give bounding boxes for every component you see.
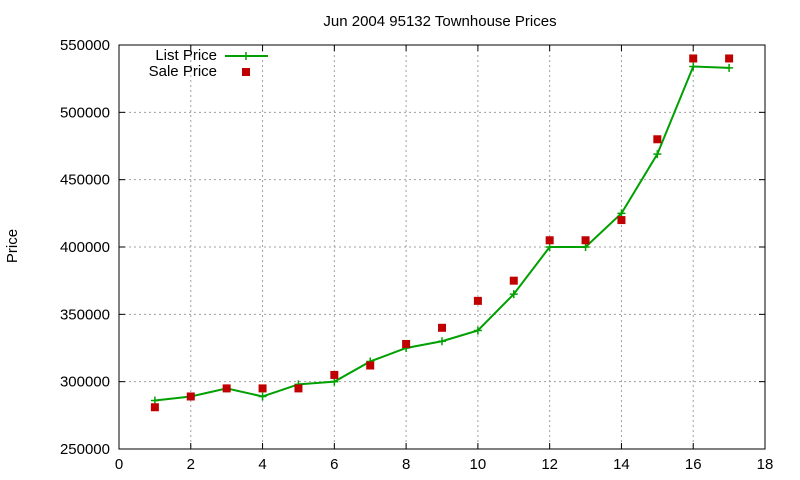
sale-price-point: [330, 371, 338, 379]
sale-price-point: [366, 362, 374, 370]
sale-price-point: [582, 236, 590, 244]
sale-price-point: [402, 340, 410, 348]
list-price-point: [725, 64, 733, 72]
legend-list-price-label: List Price: [155, 47, 217, 64]
axis-ticks: 0 2 4 6 8 10 12 14 16 18 250000 300000 350000 400000 4…: [60, 37, 773, 473]
y-tick-label: 550000: [60, 37, 110, 54]
x-tick-label: 0: [115, 456, 123, 473]
sale-price-point: [474, 297, 482, 305]
x-tick-label: 4: [258, 456, 266, 473]
sale-price-point: [259, 384, 267, 392]
legend-list-price-marker: [242, 52, 250, 60]
x-tick-label: 12: [541, 456, 558, 473]
x-tick-label: 2: [187, 456, 195, 473]
sale-price-point: [653, 135, 661, 143]
chart-title: Jun 2004 95132 Townhouse Prices: [323, 13, 556, 30]
sale-price-point: [294, 384, 302, 392]
sale-price-point: [546, 236, 554, 244]
y-tick-label: 450000: [60, 172, 110, 189]
x-tick-label: 18: [757, 456, 774, 473]
legend: List Price Sale Price: [149, 47, 268, 80]
y-axis-label: Price: [4, 229, 21, 263]
y-tick-label: 500000: [60, 104, 110, 121]
sale-price-point: [151, 403, 159, 411]
list-price-line: [155, 67, 729, 401]
x-tick-label: 10: [470, 456, 487, 473]
x-tick-label: 6: [330, 456, 338, 473]
list-price-point: [689, 63, 697, 71]
sale-price-point: [725, 54, 733, 62]
sale-price-point: [223, 384, 231, 392]
sale-price-point: [617, 216, 625, 224]
grid: [119, 45, 765, 449]
y-tick-label: 350000: [60, 306, 110, 323]
sale-price-point: [187, 392, 195, 400]
list-price-point: [259, 392, 267, 400]
sale-price-point: [689, 54, 697, 62]
x-tick-label: 16: [685, 456, 702, 473]
sale-price-point: [438, 324, 446, 332]
y-tick-label: 250000: [60, 441, 110, 458]
y-tick-label: 300000: [60, 374, 110, 391]
x-tick-label: 14: [613, 456, 630, 473]
sale-price-point: [510, 277, 518, 285]
series-layer: [151, 54, 733, 411]
x-tick-label: 8: [402, 456, 410, 473]
legend-sale-price-label: Sale Price: [149, 63, 217, 80]
y-tick-label: 400000: [60, 239, 110, 256]
legend-sale-price-marker: [242, 68, 250, 76]
list-price-point: [438, 337, 446, 345]
